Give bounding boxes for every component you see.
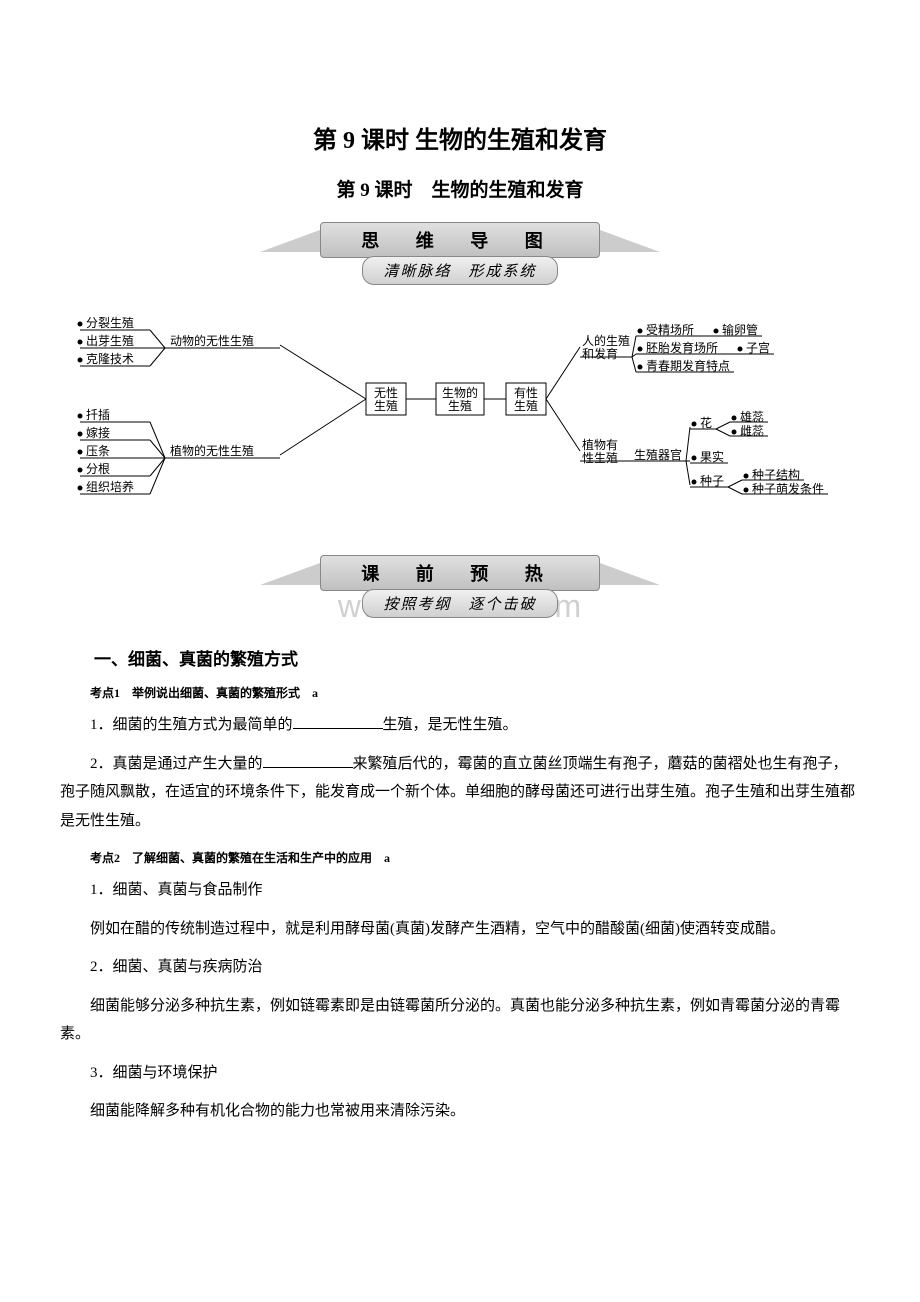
p1-prefix: 1．细菌的生殖方式为最简单的 [90, 717, 293, 733]
sub-title: 第 9 课时 生物的生殖和发育 [60, 175, 860, 202]
svg-text:扦插: 扦插 [86, 408, 110, 422]
exam-point-1: 考点1 举例说出细菌、真菌的繁殖形式 a [60, 684, 860, 701]
svg-text:生殖器官: 生殖器官 [634, 447, 682, 462]
banner-bottom-2: 按照考纲 逐个击破 [362, 589, 557, 618]
svg-text:出芽生殖: 出芽生殖 [86, 333, 134, 348]
svg-text:有性: 有性 [514, 386, 538, 400]
banner-top-2: 课 前 预 热 [320, 555, 600, 591]
svg-text:受精场所: 受精场所 [646, 323, 694, 337]
blank-2 [263, 753, 353, 768]
svg-text:克隆技术: 克隆技术 [86, 351, 134, 366]
blank-1 [293, 714, 383, 729]
banner-mindmap: 思 维 导 图 清晰脉络 形成系统 [60, 222, 860, 285]
svg-text:生殖: 生殖 [514, 398, 538, 413]
svg-text:果实: 果实 [700, 449, 724, 464]
svg-text:生物的: 生物的 [442, 385, 478, 400]
svg-text:植物有: 植物有 [582, 437, 618, 452]
svg-text:青春期发育特点: 青春期发育特点 [646, 358, 730, 373]
svg-text:分裂生殖: 分裂生殖 [86, 315, 134, 330]
mindmap: 生物的生殖无性生殖有性生殖动物的无性生殖分裂生殖出芽生殖克隆技术植物的无性生殖扦… [60, 315, 860, 525]
p1-suffix: 生殖，是无性生殖。 [383, 717, 518, 733]
svg-text:压条: 压条 [86, 444, 110, 458]
para-2: 2．真菌是通过产生大量的来繁殖后代的，霉菌的直立菌丝顶端生有孢子，蘑菇的菌褶处也… [60, 750, 860, 836]
svg-text:人的生殖: 人的生殖 [582, 333, 630, 348]
banner-bottom-1: 清晰脉络 形成系统 [362, 256, 557, 285]
svg-text:无性: 无性 [374, 386, 398, 400]
svg-text:胚胎发育场所: 胚胎发育场所 [646, 340, 718, 355]
para-4: 例如在醋的传统制造过程中，就是利用酵母菌(真菌)发酵产生酒精，空气中的醋酸菌(细… [60, 915, 860, 944]
banner-top-1: 思 维 导 图 [320, 222, 600, 258]
svg-text:和发育: 和发育 [582, 346, 618, 361]
para-5: 2．细菌、真菌与疾病防治 [60, 953, 860, 982]
svg-text:种子: 种子 [700, 474, 724, 488]
para-7: 3．细菌与环境保护 [60, 1059, 860, 1088]
exam-point-2: 考点2 了解细菌、真菌的繁殖在生活和生产中的应用 a [60, 849, 860, 866]
svg-text:动物的无性生殖: 动物的无性生殖 [170, 333, 254, 348]
p2-prefix: 2．真菌是通过产生大量的 [90, 756, 263, 772]
svg-text:输卵管: 输卵管 [722, 322, 758, 337]
svg-text:组织培养: 组织培养 [86, 479, 134, 494]
para-1: 1．细菌的生殖方式为最简单的 生殖，是无性生殖。 [60, 711, 860, 740]
para-6: 细菌能够分泌多种抗生素，例如链霉素即是由链霉菌所分泌的。真菌也能分泌多种抗生素，… [60, 992, 860, 1049]
svg-text:分根: 分根 [86, 462, 110, 476]
svg-text:植物的无性生殖: 植物的无性生殖 [170, 443, 254, 458]
svg-text:生殖: 生殖 [448, 398, 472, 413]
svg-text:嫁接: 嫁接 [86, 425, 110, 440]
para-8: 细菌能降解多种有机化合物的能力也常被用来清除污染。 [60, 1097, 860, 1126]
svg-text:生殖: 生殖 [374, 398, 398, 413]
svg-text:性生殖: 性生殖 [582, 450, 618, 465]
svg-text:花: 花 [700, 415, 712, 430]
banner-preheat: 课 前 预 热 按照考纲 逐个击破 [60, 555, 860, 618]
main-title: 第 9 课时 生物的生殖和发育 [60, 120, 860, 155]
section-1-heading: 一、细菌、真菌的繁殖方式 [60, 645, 860, 670]
svg-text:子宫: 子宫 [746, 340, 770, 355]
para-3: 1．细菌、真菌与食品制作 [60, 876, 860, 905]
